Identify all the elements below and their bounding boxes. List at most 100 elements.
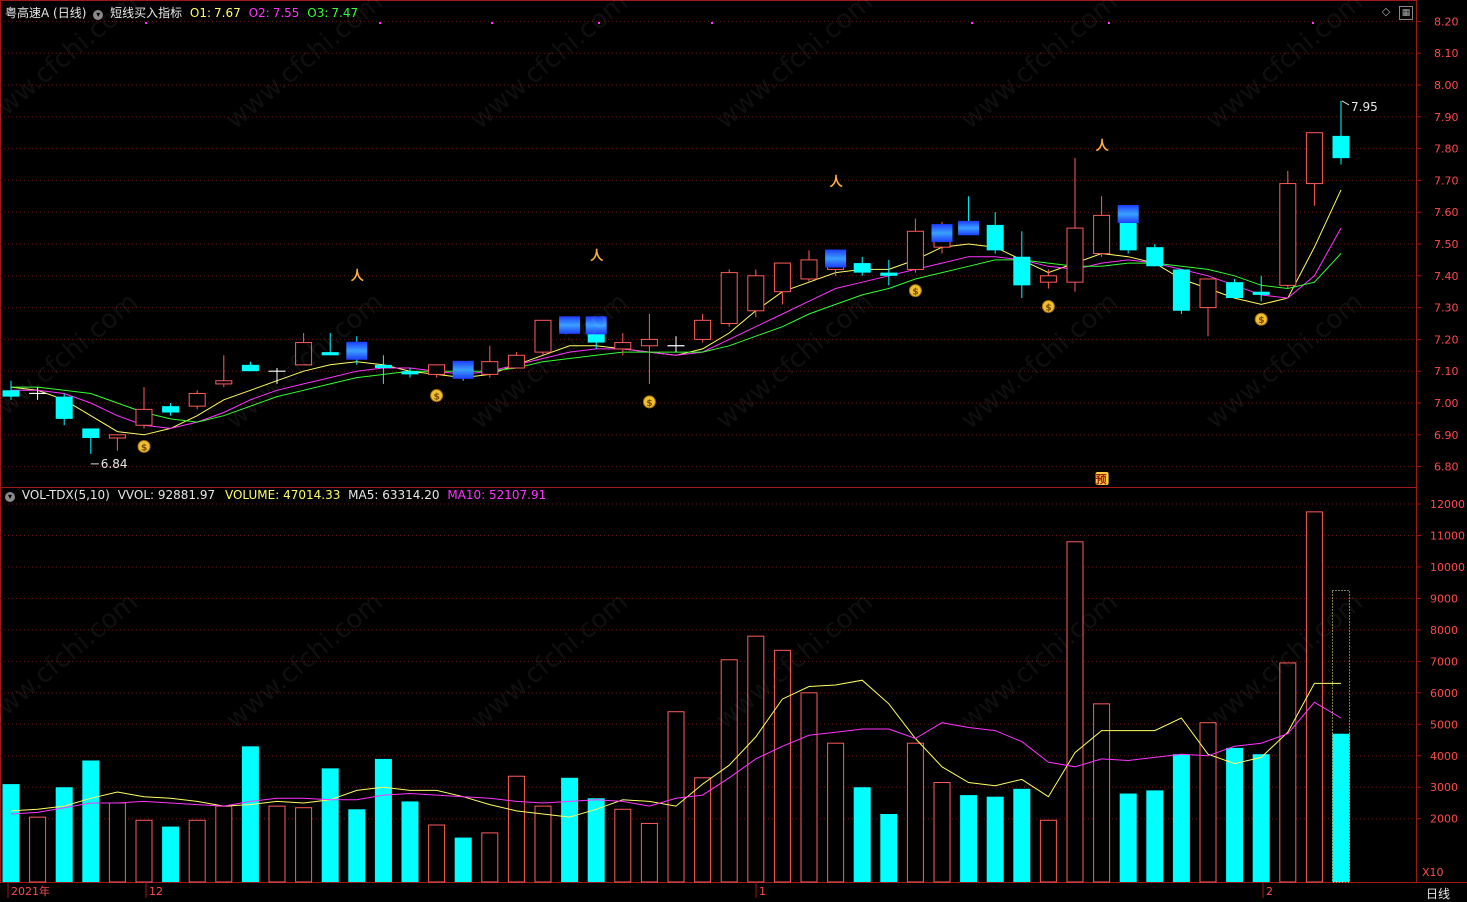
volume-bar-up[interactable] bbox=[1305, 511, 1323, 883]
volume-bar-down[interactable] bbox=[454, 837, 472, 882]
volume-bar-up[interactable] bbox=[188, 819, 206, 883]
volume-bar-up[interactable] bbox=[1093, 703, 1111, 883]
volume-bar-down[interactable] bbox=[1252, 754, 1270, 882]
volume-bar-up[interactable] bbox=[268, 805, 286, 883]
up-candle[interactable] bbox=[481, 361, 499, 375]
volume-bar-down[interactable] bbox=[1013, 788, 1031, 882]
volume-bar-down[interactable] bbox=[348, 809, 366, 882]
up-candle[interactable] bbox=[1279, 183, 1297, 286]
window-toggle-icon[interactable]: ▦ bbox=[1399, 6, 1413, 20]
down-candle[interactable] bbox=[1172, 269, 1190, 311]
down-candle[interactable] bbox=[162, 406, 180, 413]
volume-bar-up[interactable] bbox=[694, 777, 712, 883]
down-candle[interactable] bbox=[1226, 282, 1244, 299]
forecast-badge-label: 预 bbox=[1096, 472, 1107, 486]
money-bag-symbol: $ bbox=[646, 399, 652, 409]
down-candle[interactable] bbox=[1146, 247, 1164, 267]
volume-bar-down[interactable] bbox=[1119, 793, 1137, 882]
volume-bar-down[interactable] bbox=[374, 758, 392, 882]
volume-bar-down[interactable] bbox=[162, 826, 180, 882]
volume-bar-up[interactable] bbox=[773, 649, 791, 883]
up-candle[interactable] bbox=[1199, 278, 1217, 309]
volume-bar-up[interactable] bbox=[135, 819, 153, 883]
up-candle[interactable] bbox=[1066, 227, 1084, 283]
buy-signal-block bbox=[559, 316, 581, 334]
down-candle[interactable] bbox=[1252, 291, 1270, 295]
up-candle[interactable] bbox=[720, 272, 738, 324]
diamond-icon[interactable]: ◇ bbox=[1381, 5, 1391, 18]
down-candle[interactable] bbox=[55, 396, 73, 419]
volume-bar-up[interactable] bbox=[1279, 662, 1297, 883]
down-candle[interactable] bbox=[986, 224, 1004, 251]
down-candle[interactable] bbox=[1332, 135, 1350, 159]
up-candle[interactable] bbox=[773, 262, 791, 293]
down-candle[interactable] bbox=[880, 272, 898, 276]
volume-bar-up[interactable] bbox=[614, 808, 632, 883]
indicator-toggle-icon[interactable]: ▾ bbox=[93, 10, 104, 20]
up-candle[interactable] bbox=[295, 342, 313, 366]
up-candle[interactable] bbox=[1039, 275, 1057, 283]
up-candle[interactable] bbox=[747, 275, 765, 312]
volume-bar-up[interactable] bbox=[428, 824, 446, 883]
up-candle[interactable] bbox=[534, 319, 552, 353]
up-candle[interactable] bbox=[108, 434, 126, 439]
volume-bar-down[interactable] bbox=[587, 798, 605, 882]
volume-bar-down[interactable] bbox=[1172, 754, 1190, 882]
volume-bar-down[interactable] bbox=[880, 814, 898, 882]
up-candle[interactable] bbox=[1305, 132, 1323, 185]
up-candle[interactable] bbox=[135, 408, 153, 426]
volume-bar-down[interactable] bbox=[986, 796, 1004, 882]
up-candle[interactable] bbox=[640, 338, 658, 347]
volume-bar-up[interactable] bbox=[507, 775, 525, 883]
volume-bar-down[interactable] bbox=[561, 777, 579, 882]
up-candle[interactable] bbox=[215, 380, 233, 385]
volume-bar-down[interactable] bbox=[401, 801, 419, 882]
volume-toggle-icon[interactable]: ▾ bbox=[5, 492, 15, 502]
indicator-name[interactable]: 短线买入指标 bbox=[110, 6, 183, 20]
volume-bar-down[interactable] bbox=[1226, 747, 1244, 882]
volume-bar-up[interactable] bbox=[1199, 722, 1217, 883]
volume-bar-down[interactable] bbox=[241, 746, 259, 882]
volume-bar-up[interactable] bbox=[481, 832, 499, 883]
volume-bar-up[interactable] bbox=[29, 816, 47, 883]
volume-bar-up[interactable] bbox=[1039, 819, 1057, 883]
volume-bar-up[interactable] bbox=[215, 805, 233, 883]
volume-bar-up[interactable] bbox=[1066, 541, 1084, 883]
down-candle[interactable] bbox=[321, 352, 339, 356]
down-candle[interactable] bbox=[853, 263, 871, 273]
down-candle[interactable] bbox=[241, 364, 259, 372]
volume-bar-down[interactable] bbox=[1146, 790, 1164, 882]
up-candle[interactable] bbox=[800, 259, 818, 280]
volume-bar-up[interactable] bbox=[667, 711, 685, 883]
volume-bar-down[interactable] bbox=[2, 784, 20, 882]
volume-bar-down[interactable] bbox=[960, 795, 978, 882]
volume-bar-up[interactable] bbox=[827, 742, 845, 883]
period-tab[interactable]: 日线 bbox=[1426, 887, 1451, 901]
down-candle[interactable] bbox=[374, 364, 392, 369]
volume-bar-down[interactable] bbox=[321, 768, 339, 882]
down-candle[interactable] bbox=[82, 428, 100, 438]
volume-bar-down[interactable] bbox=[1332, 733, 1350, 882]
down-candle[interactable] bbox=[2, 390, 20, 397]
volume-bar-up[interactable] bbox=[108, 802, 126, 883]
volume-bar-up[interactable] bbox=[933, 782, 951, 883]
up-candle[interactable] bbox=[507, 354, 525, 369]
up-candle[interactable] bbox=[906, 230, 924, 270]
volume-bar-up[interactable] bbox=[906, 742, 924, 883]
down-candle[interactable] bbox=[1013, 256, 1031, 286]
up-candle[interactable] bbox=[1093, 214, 1111, 255]
volume-bar-up[interactable] bbox=[295, 807, 313, 883]
up-candle[interactable] bbox=[428, 364, 446, 375]
up-candle[interactable] bbox=[188, 392, 206, 407]
volume-bar-down[interactable] bbox=[82, 760, 100, 882]
volume-bar-down[interactable] bbox=[55, 787, 73, 882]
up-candle[interactable] bbox=[694, 319, 712, 340]
volume-indicator-name[interactable]: VOL-TDX(5,10) bbox=[21, 488, 110, 502]
volume-bar-up[interactable] bbox=[640, 822, 658, 883]
volume-bar-up[interactable] bbox=[800, 692, 818, 883]
volume-bar-down[interactable] bbox=[853, 787, 871, 882]
volume-bar-up[interactable] bbox=[534, 805, 552, 883]
down-candle[interactable] bbox=[401, 371, 419, 375]
up-candle[interactable] bbox=[614, 342, 632, 350]
